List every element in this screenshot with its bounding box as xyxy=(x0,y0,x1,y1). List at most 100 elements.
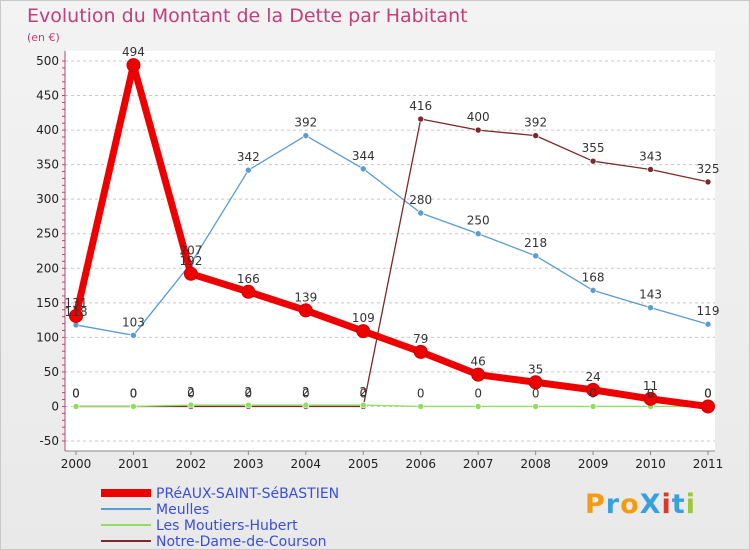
data-label: 0 xyxy=(72,386,80,400)
y-tick-label: 450 xyxy=(36,89,59,103)
data-label: 131 xyxy=(65,296,88,310)
data-label: 218 xyxy=(524,236,547,250)
data-label: 0 xyxy=(72,386,80,400)
y-tick-label: 500 xyxy=(36,54,59,68)
x-tick-label: 2008 xyxy=(520,457,551,471)
data-label: 2 xyxy=(359,385,367,399)
data-label: 118 xyxy=(65,305,88,319)
series-point-0 xyxy=(183,266,198,281)
x-tick-label: 2004 xyxy=(291,457,322,471)
data-label: 109 xyxy=(352,311,375,325)
data-label: 250 xyxy=(467,214,490,228)
data-label: 0 xyxy=(245,386,253,400)
data-label: 0 xyxy=(589,386,597,400)
series-point-3 xyxy=(704,178,712,186)
data-label: 11 xyxy=(643,379,658,393)
data-label: 24 xyxy=(585,370,600,384)
series-line-2 xyxy=(75,404,709,408)
series-point-2 xyxy=(130,403,137,410)
legend-entry: Notre-Dame-de-Courson xyxy=(156,534,327,549)
series-line-1 xyxy=(75,134,709,336)
series-point-1 xyxy=(130,331,137,339)
series-point-0 xyxy=(701,399,715,414)
chart-unit: (en €) xyxy=(27,31,60,44)
data-label: 103 xyxy=(122,315,145,329)
logo-letter: r xyxy=(605,489,621,520)
series-point-3 xyxy=(647,166,654,173)
data-label: 392 xyxy=(294,116,317,130)
data-label: 2 xyxy=(302,385,310,399)
data-label: 0 xyxy=(647,386,655,400)
series-point-1 xyxy=(245,166,252,174)
series-point-3 xyxy=(417,115,425,123)
series-point-3 xyxy=(532,132,539,139)
data-label: 46 xyxy=(471,355,486,369)
series-point-0 xyxy=(643,391,658,406)
logo-letter: t xyxy=(671,489,686,520)
data-label: 79 xyxy=(413,332,428,346)
data-label: 0 xyxy=(302,386,310,400)
series xyxy=(69,58,715,414)
series-line-3 xyxy=(75,118,709,408)
y-tick-label: 200 xyxy=(36,261,59,275)
data-label: 168 xyxy=(582,270,605,284)
data-label: 0 xyxy=(532,386,540,400)
series-point-0 xyxy=(356,324,371,339)
grid xyxy=(65,51,715,451)
series-point-0 xyxy=(126,58,141,73)
y-tick-label: 0 xyxy=(51,399,59,413)
data-label: 494 xyxy=(122,45,145,59)
plot-area xyxy=(65,51,715,451)
data-label: 0 xyxy=(704,386,712,400)
series-point-1 xyxy=(589,287,597,294)
data-label: 0 xyxy=(359,386,367,400)
data-label: 119 xyxy=(697,304,720,318)
proxiti-logo: ProXiti xyxy=(585,489,696,520)
series-point-1 xyxy=(532,252,539,260)
series-point-0 xyxy=(471,367,486,382)
data-label: 207 xyxy=(179,243,202,257)
series-point-0 xyxy=(528,375,543,390)
data-label: 0 xyxy=(130,386,138,400)
series-point-0 xyxy=(586,382,601,397)
y-tick-label: 250 xyxy=(36,227,59,241)
data-label: 143 xyxy=(639,288,662,302)
series-point-3 xyxy=(474,126,482,134)
logo-letter: X xyxy=(639,489,662,520)
data-labels: 1314941921661391097946352411011810320734… xyxy=(65,45,720,400)
x-tick-label: 2006 xyxy=(405,457,436,471)
series-line-0 xyxy=(72,61,712,410)
data-label: 35 xyxy=(528,362,543,376)
data-label: 139 xyxy=(294,290,317,304)
x-tick-label: 2010 xyxy=(635,457,666,471)
series-point-2 xyxy=(474,403,482,410)
logo-letter: i xyxy=(685,489,696,520)
y-tick-label: 300 xyxy=(36,192,59,206)
series-point-1 xyxy=(359,165,367,173)
series-point-2 xyxy=(245,401,252,409)
series-point-0 xyxy=(298,303,313,318)
data-label: 2 xyxy=(187,385,195,399)
x-tick-label: 2011 xyxy=(693,457,724,471)
logo-letter: i xyxy=(661,489,672,520)
series-point-0 xyxy=(69,308,83,323)
chart-title: Evolution du Montant de la Dette par Hab… xyxy=(27,5,468,27)
y-tick-label: 150 xyxy=(36,296,59,310)
data-label: 2 xyxy=(245,385,253,399)
x-tick-label: 2007 xyxy=(463,457,494,471)
series-point-2 xyxy=(72,403,80,410)
series-point-2 xyxy=(417,403,425,410)
data-label: 0 xyxy=(187,386,195,400)
series-point-3 xyxy=(589,157,597,165)
data-label: 0 xyxy=(130,386,138,400)
legend-entry: Meulles xyxy=(156,502,209,518)
data-label: 392 xyxy=(524,116,547,130)
data-label: 416 xyxy=(409,99,432,113)
x-tick-label: 2005 xyxy=(348,457,379,471)
y-tick-label: 50 xyxy=(44,365,59,379)
x-tick-label: 2003 xyxy=(233,457,264,471)
logo-letter: o xyxy=(620,489,640,520)
